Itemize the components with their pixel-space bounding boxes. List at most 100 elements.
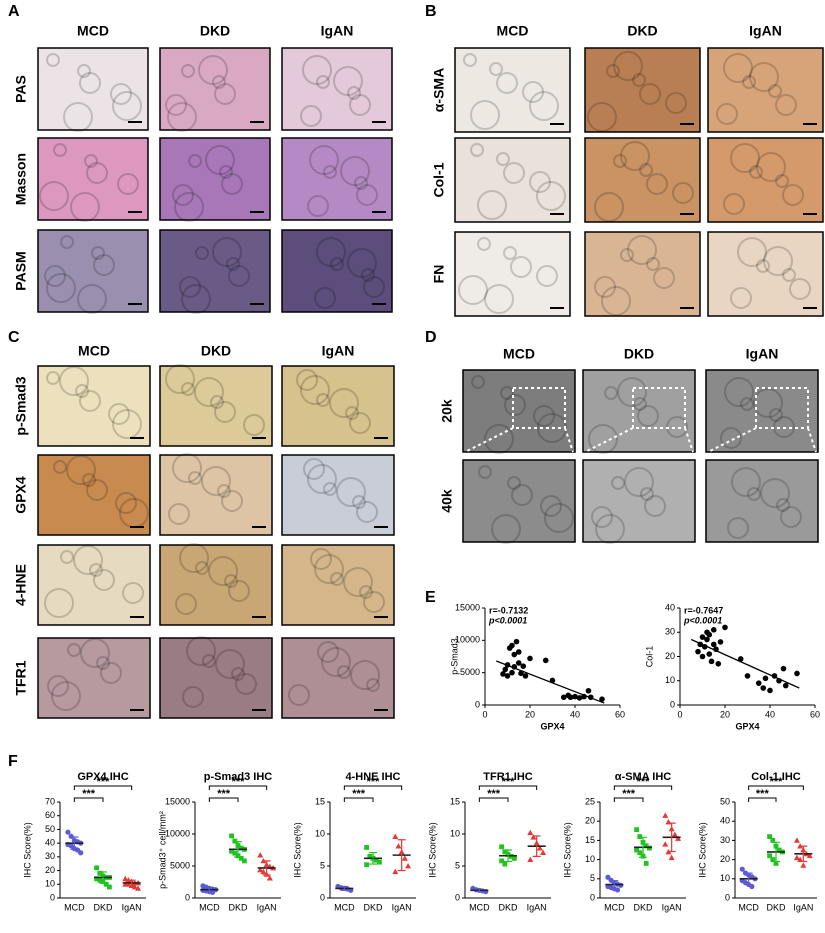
x-tick-label: 20: [525, 709, 535, 719]
tissue-texture: [330, 257, 344, 271]
y-tick-label: 20: [585, 816, 595, 826]
significance-bracket: [478, 785, 538, 790]
tissue-texture: [317, 641, 339, 663]
tissue-texture: [66, 455, 96, 485]
tissue-texture: [544, 503, 574, 533]
tissue-texture: [470, 143, 484, 157]
scatter-point: [522, 673, 529, 679]
significance-bracket: [748, 785, 804, 790]
scatter-point: [567, 694, 574, 701]
data-point: [373, 857, 379, 863]
tissue-texture: [59, 366, 89, 396]
row-label: 40k: [439, 489, 455, 513]
x-tick-label: 20: [720, 709, 730, 719]
data-point: [232, 850, 238, 856]
micrograph: [37, 229, 149, 313]
y-axis-label: IHC Score(%): [697, 822, 707, 878]
tissue-texture: [316, 393, 330, 407]
tissue-texture: [716, 103, 738, 125]
scatter-point: [560, 694, 567, 701]
data-point: [643, 843, 649, 849]
tissue-texture: [75, 384, 89, 398]
tissue-texture: [458, 275, 488, 305]
scatter-point: [744, 673, 751, 679]
data-point: [637, 834, 643, 839]
tissue-texture: [644, 495, 666, 517]
tissue-texture: [302, 55, 332, 85]
y-tick-label: 50: [720, 796, 730, 806]
panel-label: D: [425, 329, 437, 346]
panel-label: E: [425, 589, 436, 606]
data-point: [377, 859, 382, 865]
micrograph: [159, 229, 271, 313]
tissue-texture: [221, 490, 243, 512]
scatter-point: [599, 696, 605, 702]
data-point: [662, 812, 669, 818]
y-tick-label: 5: [455, 860, 460, 870]
micrograph: [159, 365, 273, 447]
scatter-point: [706, 631, 713, 638]
column-header: IgAN: [322, 343, 355, 359]
tissue-texture: [529, 171, 551, 193]
micrograph: [281, 454, 395, 536]
sd-whisker: [234, 841, 242, 858]
tissue-texture: [321, 647, 351, 677]
scatter-point: [572, 693, 578, 700]
tissue-texture: [349, 94, 371, 116]
scatter-point: [515, 649, 522, 655]
data-point: [97, 877, 103, 883]
x-tick-label: MCD: [64, 902, 85, 912]
tissue-texture: [46, 273, 76, 303]
data-point: [107, 884, 112, 890]
scatter-point: [695, 648, 701, 655]
x-tick-label: 0: [482, 709, 487, 719]
tissue-texture: [536, 265, 558, 287]
x-tick-label: 60: [810, 709, 820, 719]
sd-whisker: [532, 835, 541, 857]
tissue-texture: [604, 386, 618, 400]
tissue-texture: [195, 246, 209, 260]
tissue-texture: [186, 636, 216, 666]
y-tick-label: 0: [590, 892, 595, 902]
significance-bracket: [478, 797, 509, 802]
column-header: DKD: [201, 343, 231, 359]
tissue-texture: [742, 75, 756, 89]
tissue-texture: [91, 246, 105, 260]
row-label: p-Smad3: [13, 376, 29, 435]
tissue-texture: [224, 574, 238, 588]
tissue-texture: [780, 506, 802, 528]
x-tick-label: DKD: [633, 902, 653, 912]
sd-whisker: [772, 841, 780, 863]
zoom-box: [512, 387, 566, 429]
micrograph: [584, 47, 701, 133]
data-point: [238, 845, 244, 851]
scatter-point: [527, 655, 533, 662]
y-tick-label: 20: [665, 651, 675, 661]
significance-label: ***: [487, 788, 501, 800]
tissue-texture: [174, 192, 204, 222]
tissue-texture: [782, 268, 796, 282]
x-tick-label: 40: [765, 709, 775, 719]
micrograph: [454, 231, 571, 317]
zoom-guide: [684, 427, 694, 453]
y-axis-label: p-Smad3⁺ cell/mm²: [157, 811, 167, 889]
x-tick-label: MCD: [469, 902, 490, 912]
tissue-texture: [46, 371, 60, 385]
tissue-texture: [366, 678, 380, 692]
tissue-texture: [333, 66, 363, 96]
tissue-texture: [484, 284, 514, 314]
tissue-texture: [179, 543, 209, 573]
sd-whisker: [397, 839, 406, 872]
data-point: [767, 834, 772, 839]
tissue-texture: [182, 686, 204, 708]
micrograph: [281, 544, 395, 626]
data-point: [527, 856, 534, 862]
micrograph: [281, 137, 393, 221]
micrograph: [582, 369, 696, 453]
micrograph: [584, 137, 701, 223]
y-tick-label: 0: [320, 892, 325, 902]
tissue-texture: [323, 482, 337, 496]
y-tick-label: 10: [585, 854, 595, 864]
y-axis-label: IHC Score(%): [292, 822, 302, 878]
